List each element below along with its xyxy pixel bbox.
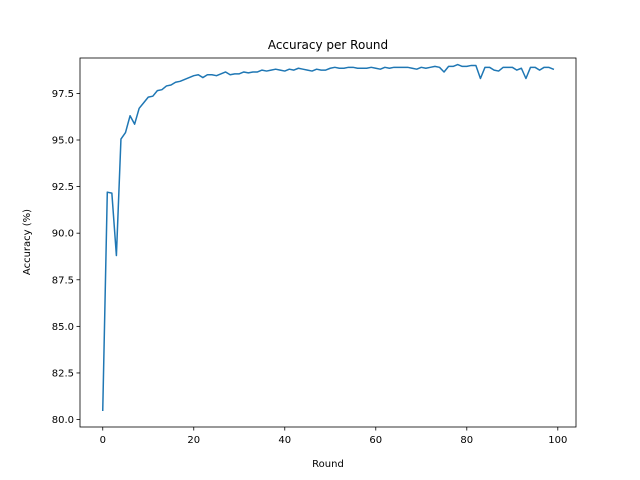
x-axis: 0 20 40 60 80 100 — [100, 427, 567, 446]
y-tick-label: 82.5 — [52, 368, 74, 379]
y-tick-label: 92.5 — [52, 182, 74, 193]
y-tick-label: 95.0 — [52, 136, 74, 147]
y-axis: 80.0 82.5 85.0 87.5 90.0 92.5 95.0 97.5 — [52, 89, 80, 426]
y-axis-label: Accuracy (%) — [22, 209, 33, 275]
axes-frame — [79, 57, 577, 428]
y-tick-label: 97.5 — [52, 89, 74, 100]
x-tick-label: 0 — [100, 435, 106, 446]
series-line-0 — [101, 63, 555, 411]
y-tick-label: 80.0 — [52, 415, 74, 426]
x-tick-label: 100 — [548, 435, 567, 446]
y-tick-label: 87.5 — [52, 275, 74, 286]
x-tick-label: 40 — [278, 435, 291, 446]
y-tick-label: 85.0 — [52, 322, 74, 333]
y-tick-label: 90.0 — [52, 229, 74, 240]
x-tick-label: 60 — [369, 435, 382, 446]
plot-area — [79, 57, 577, 428]
x-axis-label: Round — [312, 459, 344, 470]
x-tick-label: 80 — [460, 435, 473, 446]
x-tick-label: 20 — [187, 435, 200, 446]
chart-title: Accuracy per Round — [268, 38, 388, 52]
